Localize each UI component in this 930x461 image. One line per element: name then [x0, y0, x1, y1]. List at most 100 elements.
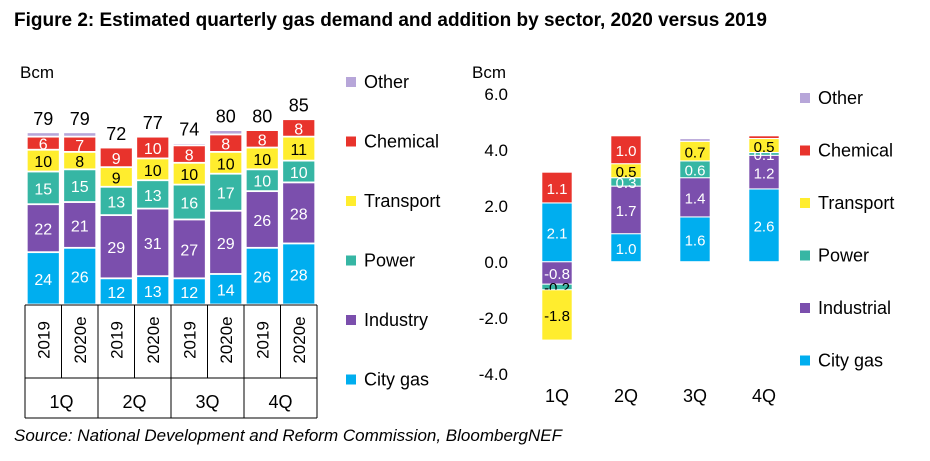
left-data-label-industry-4: 31: [144, 236, 162, 253]
right-bar-city-gas-2q: [610, 233, 642, 262]
left-data-label-industry-7: 26: [253, 213, 271, 230]
left-bar-transport-8: [282, 136, 316, 161]
right-bar-power-3q: [679, 160, 711, 178]
left-legend-label-city-gas: City gas: [364, 370, 429, 390]
right-bar-transport-2q: [610, 163, 642, 178]
left-legend-swatch-industry: [346, 315, 356, 325]
left-total-label-7: 80: [252, 107, 272, 127]
left-bar-power-7: [245, 169, 279, 192]
left-year-label-2: 2020e: [71, 316, 90, 363]
left-bar-other-5: [172, 143, 206, 146]
left-data-label-industry-6: 29: [217, 236, 235, 253]
right-xtick-1q: 1Q: [545, 386, 569, 406]
left-legend-swatch-chemical: [346, 136, 356, 147]
left-bar-power-4: [136, 180, 170, 209]
left-data-label-power-2: 15: [71, 179, 89, 196]
right-xtick-4q: 4Q: [752, 386, 776, 406]
left-bar-power-6: [209, 173, 243, 211]
right-legend-label-industrial: Industrial: [818, 298, 891, 318]
left-legend-swatch-transport: [346, 196, 356, 206]
left-data-label-city-gas-3: 12: [107, 285, 125, 302]
left-bar-city-gas-6: [209, 274, 243, 305]
right-data-label-industrial-2q: 1.7: [616, 203, 637, 220]
left-bar-city-gas-8: [282, 243, 316, 305]
right-legend-swatch-other: [800, 93, 810, 103]
left-bar-power-2: [63, 169, 97, 202]
left-bar-transport-2: [63, 151, 97, 170]
left-bar-transport-4: [136, 158, 170, 181]
left-data-label-chemical-5: 8: [185, 148, 194, 165]
right-bar-industrial-1q: [541, 261, 573, 285]
left-bar-city-gas-4: [136, 276, 170, 305]
left-bar-chemical-3: [99, 147, 133, 168]
right-data-label-chemical-1q: 1.1: [547, 181, 568, 198]
left-bar-transport-7: [245, 147, 279, 170]
left-bar-other-6: [209, 130, 243, 135]
left-bar-chemical-8: [282, 119, 316, 137]
left-data-label-transport-7: 10: [253, 152, 271, 169]
left-data-label-chemical-7: 8: [258, 132, 267, 149]
right-data-label-city-gas-1q: 2.1: [547, 226, 568, 243]
left-data-label-power-3: 13: [107, 194, 125, 211]
left-data-label-transport-8: 11: [290, 142, 307, 159]
left-legend-label-transport: Transport: [364, 191, 440, 211]
right-data-label-power-3q: 0.6: [685, 163, 706, 180]
right-bar-city-gas-3q: [679, 216, 711, 262]
right-ytick-5: -4.0: [479, 365, 508, 384]
left-legend-label-power: Power: [364, 251, 415, 271]
left-data-label-power-6: 17: [217, 186, 235, 203]
left-data-label-city-gas-2: 26: [71, 270, 89, 287]
right-bar-transport-3q: [679, 141, 711, 162]
right-bar-other-3q: [679, 138, 711, 142]
left-legend-swatch-other: [346, 77, 356, 87]
left-data-label-power-8: 10: [290, 165, 308, 182]
left-bar-transport-1: [26, 149, 60, 172]
left-bar-chemical-2: [63, 136, 97, 152]
right-bar-chemical-2q: [610, 135, 642, 164]
left-bar-industry-8: [282, 182, 316, 244]
source-note: Source: National Development and Reform …: [14, 426, 563, 445]
left-data-label-city-gas-5: 12: [180, 285, 198, 302]
right-bar-transport-4q: [748, 138, 780, 153]
right-bar-city-gas-4q: [748, 188, 780, 262]
right-data-label-industrial-1q: -0.8: [544, 266, 570, 283]
left-total-label-5: 74: [179, 120, 199, 140]
right-legend-label-chemical: Chemical: [818, 141, 893, 161]
left-data-label-chemical-2: 7: [75, 138, 84, 155]
right-data-label-transport-2q: 0.5: [616, 164, 637, 181]
left-bar-chemical-7: [245, 130, 279, 148]
left-data-label-industry-1: 22: [34, 222, 52, 239]
left-bar-city-gas-5: [172, 278, 206, 305]
right-ytick-1: 4.0: [484, 141, 508, 160]
left-data-label-city-gas-1: 24: [34, 272, 52, 289]
left-data-label-chemical-4: 10: [144, 141, 162, 158]
left-year-label-5: 2019: [180, 321, 199, 359]
left-year-label-7: 2019: [253, 321, 272, 359]
right-data-label-power-2q: 0.3: [616, 175, 637, 192]
right-legend-label-other: Other: [818, 88, 863, 108]
left-legend-label-industry: Industry: [364, 310, 428, 330]
right-bar-chemical-4q: [748, 135, 780, 139]
right-legend-swatch-transport: [800, 198, 810, 208]
left-bar-industry-4: [136, 208, 170, 277]
left-group-label-1q: 1Q: [49, 392, 73, 412]
left-data-label-power-1: 15: [34, 181, 52, 198]
figure-title: Figure 2: Estimated quarterly gas demand…: [14, 10, 767, 31]
right-ytick-0: 6.0: [484, 85, 508, 104]
right-data-label-chemical-2q: 1.0: [616, 143, 637, 160]
left-data-label-transport-6: 10: [217, 156, 235, 173]
left-total-label-8: 85: [289, 96, 309, 116]
left-bar-power-8: [282, 160, 316, 183]
left-data-label-city-gas-7: 26: [253, 270, 271, 287]
right-ytick-3: 0.0: [484, 253, 508, 272]
left-bar-power-3: [99, 186, 133, 216]
right-xtick-2q: 2Q: [614, 386, 638, 406]
right-data-label-transport-4q: 0.5: [754, 139, 775, 156]
left-data-label-city-gas-4: 13: [144, 284, 162, 301]
right-data-label-city-gas-3q: 1.6: [685, 233, 706, 250]
right-ytick-4: -2.0: [479, 309, 508, 328]
left-data-label-industry-5: 27: [180, 242, 198, 259]
left-data-label-chemical-6: 8: [221, 137, 230, 154]
right-data-label-transport-3q: 0.7: [685, 144, 706, 161]
